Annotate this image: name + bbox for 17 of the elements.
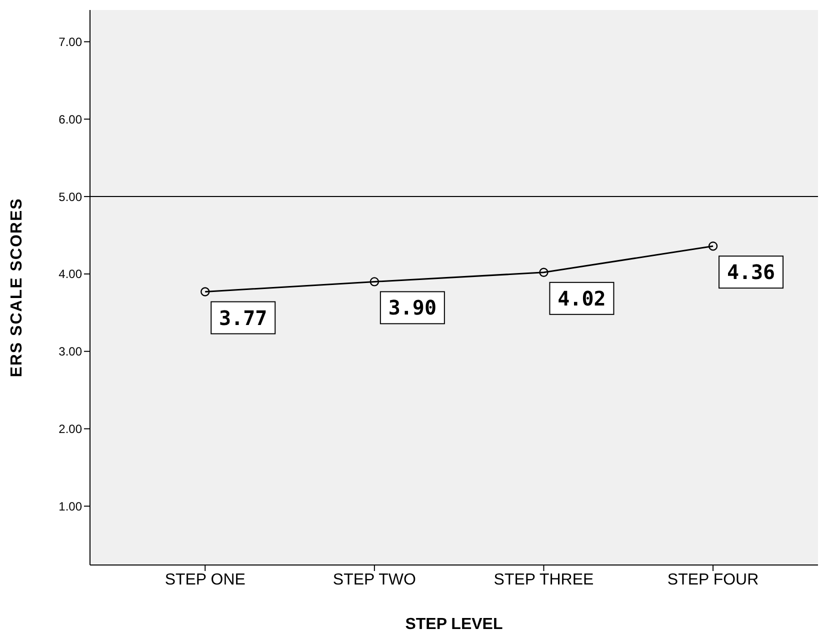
y-tick-label: 4.00	[58, 267, 82, 282]
data-label: 4.02	[558, 286, 606, 310]
y-tick-label: 3.00	[58, 344, 82, 359]
data-label: 4.36	[726, 260, 776, 284]
y-axis-title: ERS SCALE SCORES	[8, 198, 26, 378]
x-tick-label: STEP ONE	[164, 571, 246, 588]
y-tick-label: 6.00	[58, 112, 82, 126]
y-tick-label: 2.00	[58, 422, 82, 436]
y-tick-label: 7.00	[58, 34, 82, 49]
x-tick-label: STEP TWO	[332, 571, 416, 588]
y-tick-label: 1.00	[58, 499, 82, 514]
data-label: 3.90	[388, 296, 437, 320]
x-tick-label: STEP THREE	[494, 571, 594, 588]
x-axis-title: STEP LEVEL	[405, 616, 503, 633]
data-label: 3.77	[219, 306, 268, 330]
x-tick-label: STEP FOUR	[667, 571, 759, 588]
y-tick-label: 5.00	[58, 190, 82, 204]
